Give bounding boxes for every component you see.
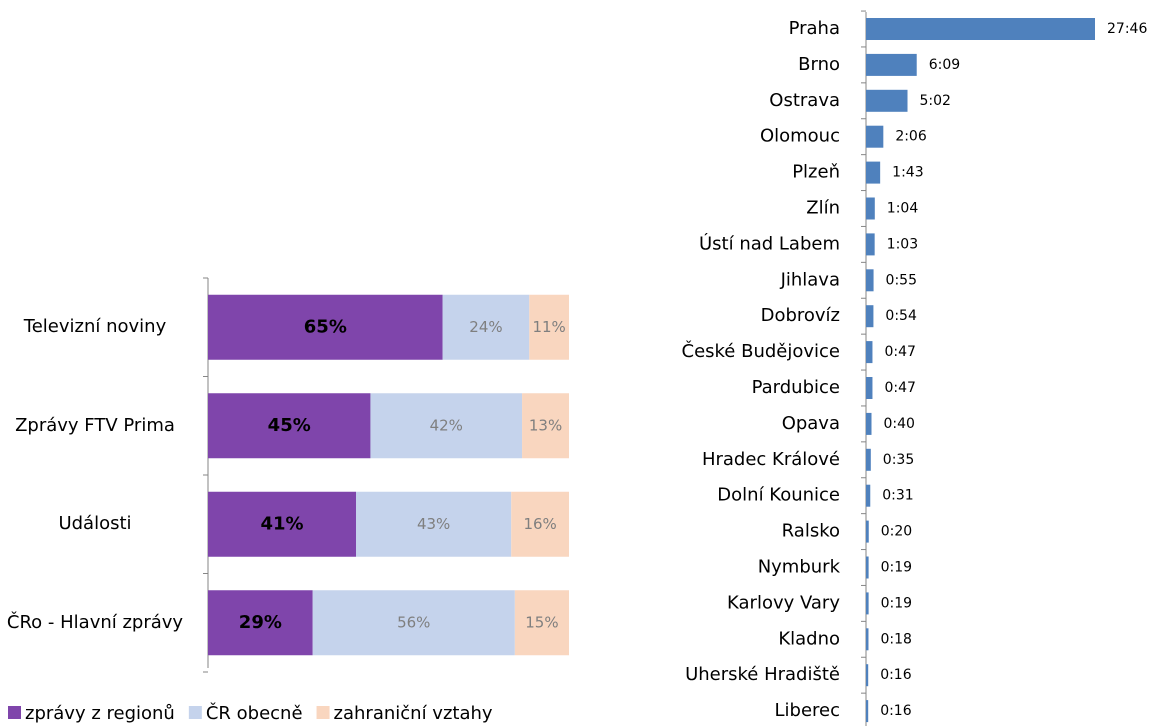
bar <box>866 377 873 399</box>
value-label: 0:55 <box>886 272 917 288</box>
bar-segment <box>208 590 313 656</box>
legend-swatch <box>188 706 202 719</box>
legend-label: zahraniční vztahy <box>334 703 493 724</box>
value-label: 45% <box>268 415 311 436</box>
bar <box>866 700 869 723</box>
legend-swatch <box>8 706 21 719</box>
value-label: 56% <box>397 613 430 631</box>
value-label: 1:04 <box>887 201 919 217</box>
value-label: 41% <box>260 513 303 534</box>
bar <box>866 53 917 76</box>
value-label: 16% <box>523 515 556 533</box>
value-label: 42% <box>430 416 463 434</box>
category-label: Hradec Králové <box>702 449 840 470</box>
category-label: Pardubice <box>752 377 840 398</box>
category-label: Brno <box>798 54 840 75</box>
bar-segment <box>356 491 512 557</box>
bar-segment <box>208 294 443 360</box>
value-label: 27:46 <box>1107 21 1147 37</box>
bar <box>866 197 875 220</box>
value-label: 0:31 <box>882 488 913 504</box>
value-label: 24% <box>469 318 502 336</box>
bar <box>866 592 869 615</box>
category-label: Dobrovíz <box>761 305 840 326</box>
value-label: 0:47 <box>884 380 915 396</box>
category-label: Jihlava <box>780 269 840 290</box>
bar <box>866 484 871 507</box>
category-label: Události <box>58 513 132 535</box>
category-label: Zlín <box>806 198 840 219</box>
value-label: 65% <box>304 316 347 337</box>
bar-segment <box>370 393 523 459</box>
value-label: 0:54 <box>885 308 917 324</box>
category-label: Liberec <box>774 700 840 721</box>
bar <box>866 412 872 435</box>
bar <box>866 305 874 328</box>
bar <box>866 125 884 148</box>
value-label: 1:43 <box>892 165 923 181</box>
category-label: Karlovy Vary <box>727 592 840 613</box>
category-label: Opava <box>782 413 840 434</box>
bar <box>866 233 875 256</box>
bar <box>866 341 873 364</box>
category-label: Ralsko <box>782 521 840 542</box>
value-label: 6:09 <box>929 57 960 73</box>
value-label: 0:19 <box>881 560 912 576</box>
bar-segment <box>442 294 530 360</box>
category-label: Praha <box>789 18 840 39</box>
bar-segment <box>514 590 569 656</box>
value-label: 1:03 <box>887 236 918 252</box>
bar <box>866 269 874 292</box>
value-label: 0:35 <box>883 452 914 468</box>
bar <box>866 628 869 651</box>
value-label: 29% <box>239 612 282 633</box>
value-label: 0:20 <box>881 524 912 540</box>
bar <box>866 664 869 687</box>
bar <box>866 89 908 112</box>
bar-segment <box>529 294 569 360</box>
category-label: Olomouc <box>760 126 840 147</box>
category-label: ČRo - Hlavní zprávy <box>6 611 184 633</box>
category-label: Ostrava <box>769 90 840 111</box>
value-label: 0:16 <box>880 667 912 683</box>
bar <box>866 161 881 184</box>
bar-segment <box>208 393 371 459</box>
bar-segment <box>208 491 357 557</box>
value-label: 0:19 <box>881 595 912 611</box>
category-label: Plzeň <box>792 162 840 183</box>
value-label: 11% <box>532 318 565 336</box>
bar <box>866 520 869 543</box>
category-label: Ústí nad Labem <box>699 232 840 254</box>
category-label: Nymburk <box>758 557 841 578</box>
value-label: 0:40 <box>883 416 914 432</box>
bar-segment <box>511 491 569 557</box>
legend-label: zprávy z regionů <box>25 703 175 724</box>
category-label: Kladno <box>778 628 840 649</box>
category-label: Zprávy FTV Prima <box>15 414 175 436</box>
category-label: Dolní Kounice <box>717 485 840 506</box>
category-label: Uherské Hradiště <box>685 664 840 685</box>
category-label: České Budějovice <box>682 340 841 362</box>
value-label: 0:18 <box>880 631 911 647</box>
value-label: 5:02 <box>920 93 951 109</box>
bar <box>866 18 1095 40</box>
bar <box>866 556 869 579</box>
category-label: Televizní noviny <box>23 316 167 338</box>
value-label: 15% <box>525 613 558 631</box>
value-label: 0:16 <box>880 703 912 719</box>
bar-segment <box>522 393 569 459</box>
value-label: 2:06 <box>895 129 927 145</box>
legend-label: ČR obecně <box>206 702 303 724</box>
legend-swatch <box>316 706 330 719</box>
bar-segment <box>312 590 515 656</box>
value-label: 13% <box>529 416 562 434</box>
bar <box>866 448 871 471</box>
value-label: 43% <box>417 515 450 533</box>
value-label: 0:47 <box>884 344 915 360</box>
